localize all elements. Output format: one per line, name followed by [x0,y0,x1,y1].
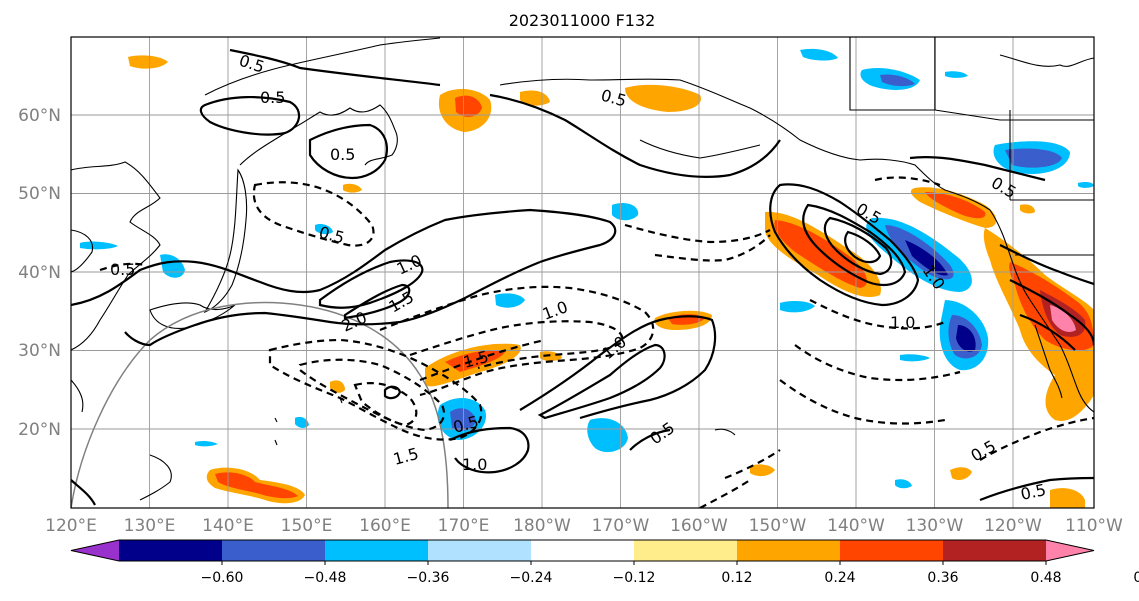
lat-tick-label: 30°N [18,341,61,361]
colorbar: −0.60 −0.48 −0.36 −0.24 −0.12 0.12 0.24 0.36 0.4… [70,539,1139,586]
contours [71,48,1094,508]
colorbar-label: 0.12 [721,570,752,586]
lon-tick-label: 160°E [359,516,411,536]
shading-positive [128,55,1094,508]
colorbar-cell [737,540,841,561]
lon-tick-label: 150°E [281,516,333,536]
map-panel: 0.5 0.5 0.5 0.5 0.5 1.0 1.5 2.0 0.5 0.5 … [71,37,1094,508]
colorbar-cell [634,540,738,561]
lon-tick-label: 130°W [906,516,964,536]
coastlines [71,37,1094,501]
colorbar-label: 0.36 [927,570,958,586]
contour-label: 0.5 [1019,480,1048,504]
colorbar-cell [325,540,429,561]
lon-tick-label: 140°W [827,516,885,536]
colorbar-cell [428,540,532,561]
contour-label: 0.5 [330,145,355,164]
colorbar-label: 0.24 [824,570,855,586]
colorbar-cell [840,540,944,561]
colorbar-label: −0.48 [304,570,347,586]
colorbar-outline [70,539,1095,562]
gridlines [71,37,1094,508]
colorbar-label: −0.12 [613,570,656,586]
colorbar-extend-low [71,540,119,561]
lon-tick-label: 150°W [749,516,807,536]
contour-label: 1.0 [890,313,915,332]
colorbar-cell [222,540,326,561]
lon-tick-label: 130°E [124,516,176,536]
lat-tick-label: 40°N [18,263,61,283]
colorbar-label: −0.60 [201,570,244,586]
figure-title: 2023011000 F132 [509,11,656,30]
lon-tick-label: 120°E [45,516,97,536]
colorbar-extend-high [1046,540,1094,561]
colorbar-label: −0.24 [510,570,553,586]
lon-tick-label: 120°W [984,516,1042,536]
contour-label: 0.5 [260,88,285,107]
lon-tick-label: 180°W [513,516,571,536]
contour-label: 0.5 [110,260,135,279]
lon-tick-label: 140°E [202,516,254,536]
lat-tick-label: 50°N [18,184,61,204]
lon-axis: 120°E 130°E 140°E 150°E 160°E 170°E 180°… [45,516,1123,536]
lon-tick-label: 110°W [1065,516,1123,536]
lat-axis: 20°N 30°N 40°N 50°N 60°N [18,106,61,440]
lon-tick-label: 170°W [592,516,650,536]
contour-label: 1.0 [462,455,487,474]
colorbar-label: 0.60 [1133,570,1139,586]
great-circle-arc [71,301,449,508]
colorbar-cell [943,540,1047,561]
lon-tick-label: 160°W [670,516,728,536]
colorbar-label: 0.48 [1030,570,1061,586]
lon-tick-label: 170°E [438,516,490,536]
lat-tick-label: 60°N [18,106,61,126]
lat-tick-label: 20°N [18,420,61,440]
map-frame [70,36,1095,509]
colorbar-cell [119,540,223,561]
colorbar-label: −0.36 [407,570,450,586]
colorbar-cell [531,540,635,561]
